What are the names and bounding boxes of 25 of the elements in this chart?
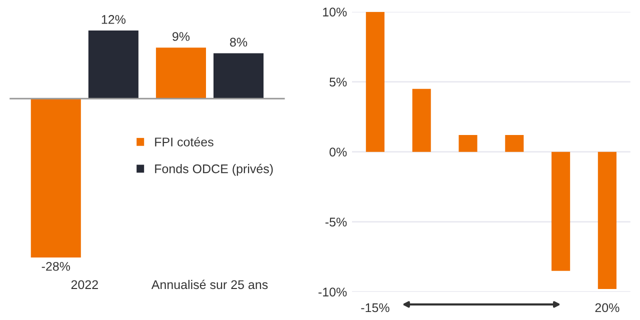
bar <box>505 135 524 152</box>
bar <box>598 152 616 290</box>
bar <box>214 53 264 99</box>
bar <box>156 48 206 99</box>
y-tick-label: 0% <box>330 148 347 156</box>
y-tick-label: 5% <box>330 78 347 86</box>
y-tick-label: -10% <box>318 288 347 296</box>
bar <box>88 30 138 99</box>
data-label: -28% <box>42 262 70 271</box>
bar <box>458 135 478 152</box>
y-tick-label: -5% <box>325 218 347 226</box>
x-tick-label: Annualisé sur 25 ans <box>151 280 268 290</box>
y-tick-label: 10% <box>323 8 347 16</box>
bar <box>366 12 384 152</box>
bar <box>30 98 81 258</box>
legend-label: Fonds ODCE (privés) <box>155 164 273 176</box>
bar <box>552 152 570 271</box>
x-tick-label: 2022 <box>71 280 98 290</box>
data-label: 8% <box>230 38 248 47</box>
x-tick-label: 20% <box>595 303 620 312</box>
data-label: 12% <box>102 15 126 24</box>
x-tick-label: -15% <box>361 303 390 312</box>
bar <box>412 88 431 152</box>
legend-label: FPI cotées <box>155 137 214 146</box>
data-label: 9% <box>172 32 190 41</box>
